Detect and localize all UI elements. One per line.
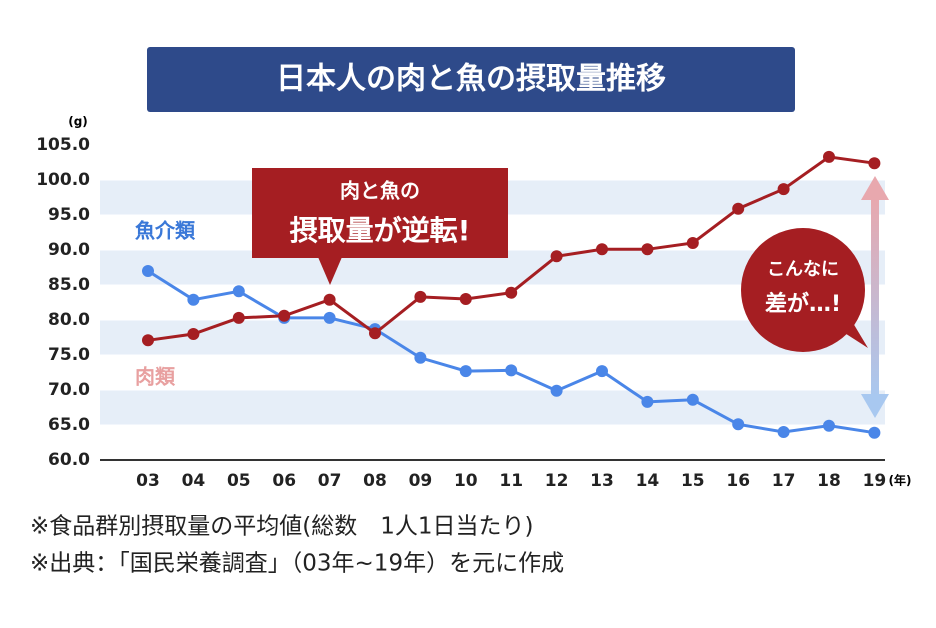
data-point [550,250,563,263]
callout-line: 肉と魚の [340,179,420,203]
data-point [278,309,291,322]
x-tick-label: 18 [817,471,841,491]
y-tick-label: 105.0 [36,135,90,155]
chart-title: 日本人の肉と魚の摂取量推移 [276,62,666,97]
data-point [323,311,336,324]
x-tick-label: 07 [318,471,342,491]
x-tick-label: 04 [182,471,206,491]
y-tick-label: 75.0 [48,345,90,365]
data-point [641,395,654,408]
data-point [868,157,881,170]
x-tick-label: 14 [636,471,660,491]
grid-band [100,390,885,425]
data-point [414,290,427,303]
data-point [823,419,835,432]
footnote: ※出典：「国民栄養調査」（03年~19年）を元に作成 [30,551,564,577]
x-tick-label: 15 [681,471,705,491]
data-point [232,285,245,298]
data-point [187,293,200,306]
data-point [732,418,745,431]
data-point [686,393,699,406]
x-tick-label: 06 [272,471,296,491]
y-tick-label: 80.0 [48,310,90,330]
data-point [414,351,427,364]
gap-arrow [861,176,889,418]
x-unit: (年) [889,473,912,488]
data-point [550,384,563,397]
data-point [732,202,745,215]
bubble-line: こんなに [767,259,839,280]
x-tick-label: 13 [590,471,614,491]
x-tick-label: 16 [726,471,750,491]
data-point [777,183,790,196]
x-tick-label: 08 [363,471,387,491]
y-tick-label: 90.0 [48,240,90,260]
x-tick-label: 12 [545,471,569,491]
data-point [459,293,472,305]
data-point [596,365,608,378]
bubble: こんなに 差が…! [741,228,868,352]
data-point [323,293,336,306]
data-point [232,311,245,324]
x-tick-label: 17 [772,471,796,491]
data-point [868,426,881,439]
title-banner [147,47,795,112]
y-tick-label: 85.0 [48,275,90,295]
x-tick-label: 10 [454,471,478,491]
data-point [777,426,790,438]
data-point [369,327,381,340]
y-tick-label: 65.0 [48,415,90,435]
data-point [505,364,518,377]
x-tick-label: 05 [227,471,251,491]
y-tick-label: 70.0 [48,380,90,400]
y-tick-label: 60.0 [48,450,90,470]
data-point [142,334,154,347]
x-tick-label: 09 [409,471,433,491]
x-tick-label: 03 [136,471,160,491]
footnote: ※食品群別摂取量の平均値(総数 1人1日当たり) [30,514,533,540]
data-point [187,328,200,340]
bubble-line: 差が…! [765,291,841,317]
y-unit: (g) [68,115,88,129]
data-point [505,286,518,299]
data-point [459,365,472,378]
x-tick-label: 11 [499,471,523,491]
data-point [596,243,608,256]
data-point [641,243,654,256]
y-tick-label: 95.0 [48,205,90,225]
data-point [823,150,835,163]
series-label: 肉類 [135,365,176,389]
series-label: 魚介類 [135,219,196,243]
data-point [686,237,699,249]
x-tick-label: 19 [863,471,887,491]
y-tick-label: 100.0 [36,170,90,190]
data-point [142,265,154,277]
callout-line: 摂取量が逆転! [290,214,471,247]
callout: 肉と魚の 摂取量が逆転! [252,168,508,285]
